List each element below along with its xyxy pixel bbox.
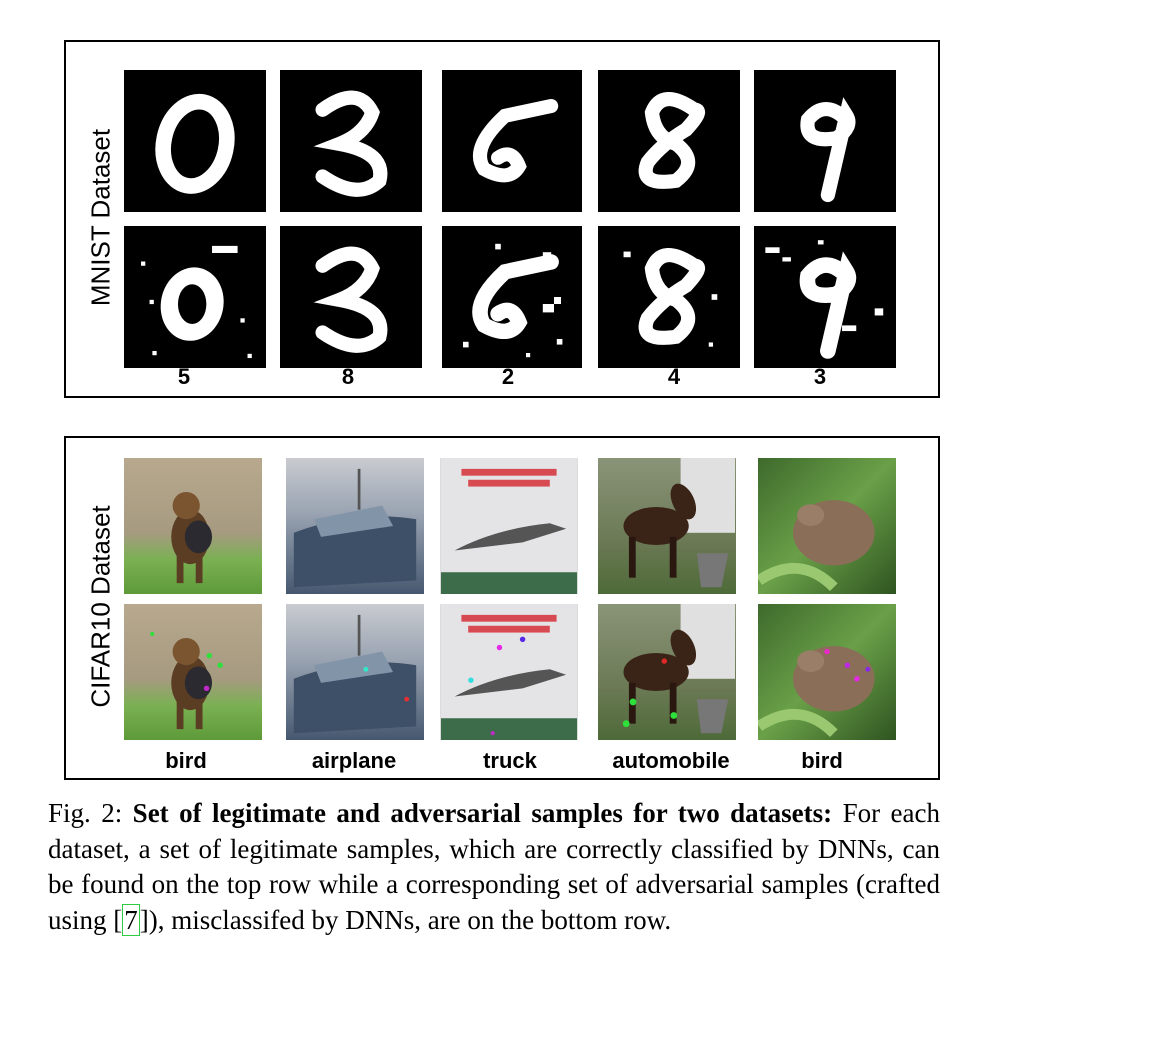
mnist-adv-digit-9 bbox=[754, 226, 896, 368]
cifar-panel: CIFAR10 Dataset bird airplane truck auto… bbox=[64, 436, 940, 780]
caption-title: Set of legitimate and adversarial sample… bbox=[132, 798, 833, 828]
mnist-prediction-label: 5 bbox=[177, 364, 191, 389]
caption-text-end: ]), misclassifed by DNNs, are on the bot… bbox=[139, 904, 672, 935]
cifar-adv-horse-image bbox=[598, 604, 736, 740]
mnist-panel: MNIST Dataset 5 8 2 4 3 bbox=[64, 40, 940, 398]
mnist-adv-digit-5 bbox=[442, 226, 582, 368]
cifar-prediction-label: automobile bbox=[612, 748, 730, 773]
mnist-prediction-label: 8 bbox=[341, 364, 355, 389]
cifar-legit-dog-image bbox=[124, 458, 262, 594]
mnist-prediction-label: 4 bbox=[667, 364, 681, 389]
cifar-adv-dog-image bbox=[124, 604, 262, 740]
cifar-legit-horse-image bbox=[598, 458, 736, 594]
mnist-adv-digit-8 bbox=[598, 226, 740, 368]
cifar-adv-boat-image bbox=[286, 604, 424, 740]
mnist-prediction-label: 2 bbox=[501, 364, 515, 389]
mnist-legit-digit-8 bbox=[598, 70, 740, 212]
cifar-adv-frog-image bbox=[758, 604, 896, 740]
cifar-legit-frog-image bbox=[758, 458, 896, 594]
figure-caption: Fig. 2: Set of legitimate and adversaria… bbox=[48, 796, 940, 938]
mnist-adv-digit-0 bbox=[124, 226, 266, 368]
caption-text: For each dataset, a set of legitimate sa… bbox=[48, 798, 940, 935]
cifar-prediction-label: truck bbox=[483, 748, 537, 773]
figure-label: Fig. 2: bbox=[48, 798, 123, 828]
mnist-legit-digit-3 bbox=[280, 70, 422, 212]
cifar-prediction-label: bird bbox=[801, 748, 843, 773]
mnist-dataset-label: MNIST Dataset bbox=[85, 128, 116, 307]
mnist-prediction-label: 3 bbox=[813, 364, 827, 389]
cifar-prediction-label: bird bbox=[165, 748, 207, 773]
mnist-legit-digit-9 bbox=[754, 70, 896, 212]
citation-link[interactable]: 7 bbox=[122, 903, 140, 936]
cifar-dataset-label: CIFAR10 Dataset bbox=[85, 505, 116, 708]
mnist-legit-digit-5 bbox=[442, 70, 582, 212]
cifar-legit-airplane-image bbox=[440, 458, 578, 594]
cifar-prediction-label: airplane bbox=[311, 748, 397, 773]
mnist-adv-digit-3 bbox=[280, 226, 422, 368]
cifar-adv-airplane-image bbox=[440, 604, 578, 740]
mnist-legit-digit-0 bbox=[124, 70, 266, 212]
cifar-legit-boat-image bbox=[286, 458, 424, 594]
